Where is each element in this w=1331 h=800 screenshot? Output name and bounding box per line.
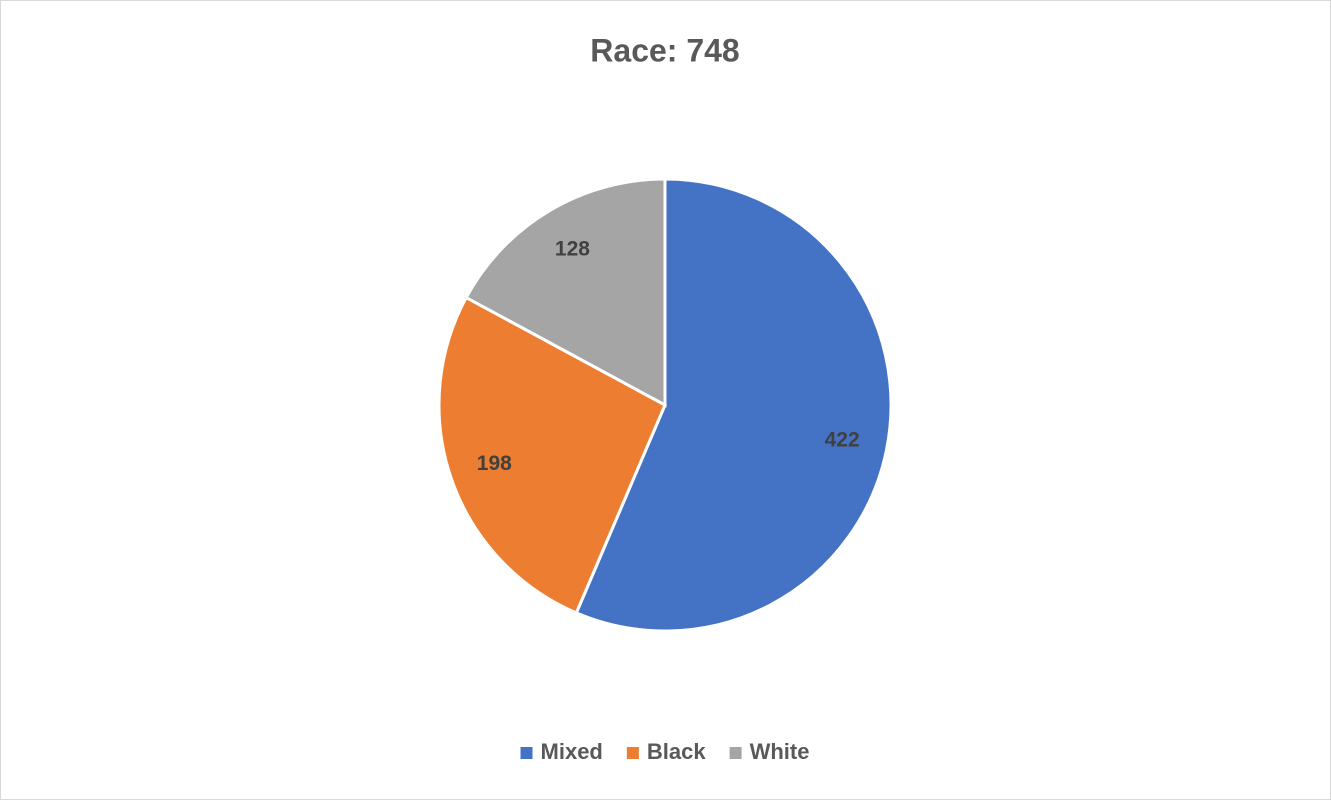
legend-label: Black [647, 739, 706, 764]
legend-label: White [750, 739, 810, 764]
pie-slice [437, 295, 667, 615]
data-label: 198 [477, 452, 512, 475]
chart-title: Race: 748 [590, 32, 739, 68]
legend-swatch [626, 747, 639, 759]
legend-label: Mixed [541, 739, 603, 764]
legend-swatch [729, 747, 742, 759]
data-label: 422 [825, 429, 860, 452]
legend-swatch [520, 747, 533, 759]
data-label: 128 [555, 237, 590, 260]
pie-slice [574, 177, 893, 633]
pie-slice [464, 177, 667, 408]
